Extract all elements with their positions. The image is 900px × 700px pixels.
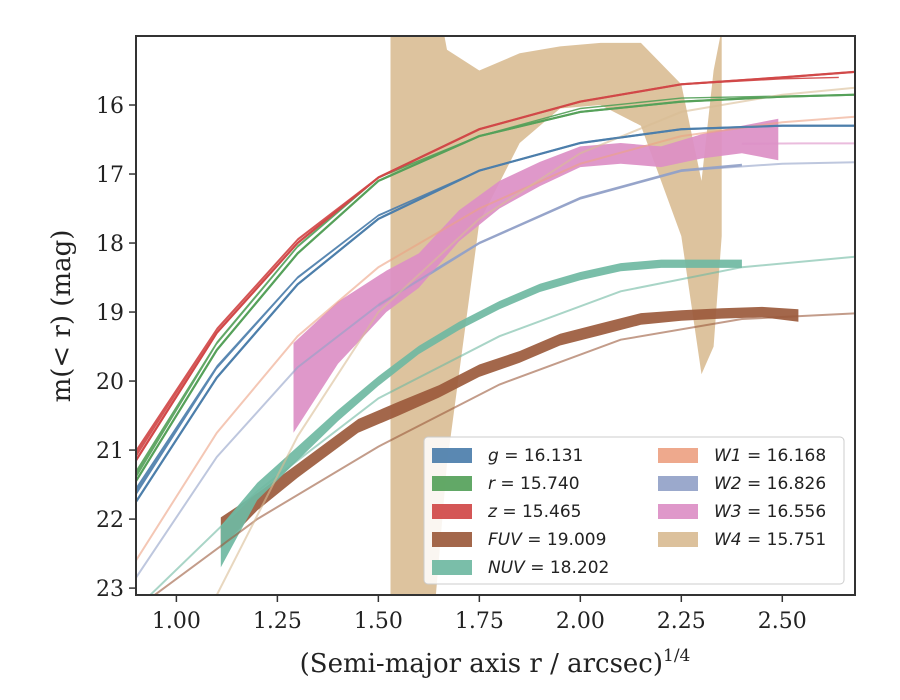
y-tick-label: 17 xyxy=(96,163,124,188)
legend-label-w1: W1 = 16.168 xyxy=(714,446,826,466)
y-tick-label: 18 xyxy=(96,232,124,257)
legend-label-z: z = 15.465 xyxy=(487,502,581,522)
legend-label-fuv: FUV = 19.009 xyxy=(488,530,606,550)
plot-frame xyxy=(135,35,856,596)
legend-swatch-w3 xyxy=(658,504,698,519)
y-tick-label: 16 xyxy=(96,94,124,119)
legend-label-g: g = 16.131 xyxy=(488,446,583,466)
legend-label-nuv: NUV = 18.202 xyxy=(488,558,609,578)
model-line-top-g xyxy=(136,124,855,503)
y-tick-label: 21 xyxy=(96,439,124,464)
model-line-top-r xyxy=(136,93,855,482)
legend-swatch-g xyxy=(432,448,472,463)
legend: g = 16.131 r = 15.740 z = 15.465 FUV = 19.0… xyxy=(423,436,845,585)
x-axis-title: (Semi-major axis r / arcsec)1/4 xyxy=(300,646,691,679)
x-tick-label: 1.25 xyxy=(253,609,302,634)
legend-label-r: r = 15.740 xyxy=(488,474,580,494)
data-band-w4 xyxy=(390,36,722,595)
legend-label-w4: W4 = 15.751 xyxy=(714,530,826,550)
legend-swatch-w4 xyxy=(658,532,698,547)
model-line-top-z xyxy=(136,70,855,461)
legend-swatch-nuv xyxy=(432,560,472,575)
x-tick-label: 2.50 xyxy=(758,609,807,634)
y-axis: 16 17 18 19 20 21 22 23 xyxy=(96,94,136,602)
legend-label-w3: W3 = 16.556 xyxy=(714,502,826,522)
x-tick-label: 1.00 xyxy=(152,609,201,634)
legend-swatch-w2 xyxy=(658,476,698,491)
data-band-fuv xyxy=(220,306,799,549)
y-tick-label: 22 xyxy=(96,508,124,533)
x-tick-label: 1.75 xyxy=(455,609,504,634)
legend-swatch-fuv xyxy=(432,532,472,547)
x-tick-label: 2.25 xyxy=(657,609,706,634)
x-tick-label: 1.50 xyxy=(354,609,403,634)
y-tick-label: 20 xyxy=(96,370,124,395)
legend-swatch-w1 xyxy=(658,448,698,463)
model-line-fuv xyxy=(152,312,855,595)
y-tick-label: 23 xyxy=(96,577,124,602)
y-tick-label: 19 xyxy=(96,301,124,326)
y-axis-title: m(< r) (mag) xyxy=(47,230,77,403)
model-line-nuv xyxy=(148,255,855,595)
legend-label-w2: W2 = 16.826 xyxy=(714,474,826,494)
model-line-w2 xyxy=(136,161,855,579)
legend-swatch-r xyxy=(432,476,472,491)
x-axis: 1.00 1.25 1.50 1.75 2.00 2.25 2.50 xyxy=(152,595,807,634)
model-curves xyxy=(136,70,855,595)
x-tick-label: 2.00 xyxy=(556,609,605,634)
legend-swatch-z xyxy=(432,504,472,519)
legend-box xyxy=(423,436,845,585)
